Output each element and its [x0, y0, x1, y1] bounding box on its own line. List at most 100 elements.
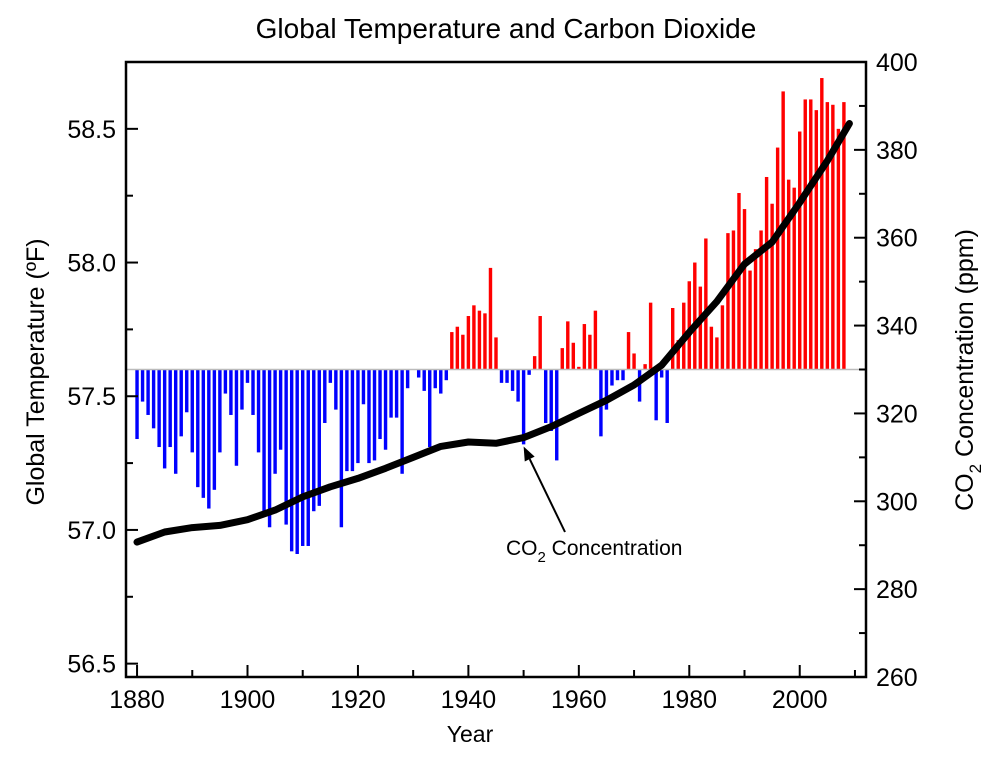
temperature-bar-1919 [350, 369, 355, 472]
temperature-bar-1962 [588, 334, 592, 370]
temperature-bar-2003 [814, 110, 819, 370]
temperature-bar-2000 [798, 131, 802, 370]
y-right-tick-label: 320 [876, 400, 918, 428]
temperature-bar-1903 [262, 369, 266, 512]
temperature-bar-1976 [665, 369, 669, 423]
temperature-bar-1926 [389, 369, 393, 418]
temperature-bar-1984 [709, 326, 714, 370]
temperature-bar-1998 [786, 179, 791, 370]
temperature-bar-1953 [538, 316, 542, 370]
x-tick-label: 1880 [109, 686, 165, 714]
temperature-bar-1900 [245, 369, 250, 383]
temperature-bar-1914 [323, 369, 327, 423]
temperature-bar-1977 [671, 308, 675, 370]
temperature-bar-1999 [792, 187, 796, 370]
temperature-bar-1909 [295, 369, 299, 554]
temperature-bar-1986 [720, 305, 725, 370]
temperature-bar-1966 [610, 369, 614, 386]
temperature-bar-1981 [693, 262, 697, 370]
x-axis-label: Year [447, 721, 494, 747]
temperature-bar-1881 [140, 369, 145, 402]
temperature-bar-2008 [842, 102, 846, 370]
temperature-bar-2007 [836, 128, 841, 370]
temperature-bar-1947 [505, 369, 509, 383]
temperature-bar-1928 [400, 369, 404, 474]
temperature-bar-1890 [190, 369, 194, 453]
temperature-bar-1978 [676, 340, 680, 370]
temperature-bar-1902 [256, 369, 261, 453]
temperature-bar-1961 [582, 324, 587, 370]
temperature-bar-1883 [151, 369, 156, 429]
temperature-bar-1943 [483, 313, 487, 370]
temperature-bar-1987 [726, 233, 730, 370]
temperature-bar-1970 [632, 353, 636, 370]
temperature-bar-2002 [809, 99, 813, 370]
co2-annotation: CO2 Concentration [506, 446, 682, 566]
x-axis: 1880 1900 1920 1940 1960 1980 2000 [109, 665, 856, 714]
temperature-bar-1892 [201, 369, 206, 498]
temperature-bar-1924 [378, 369, 382, 440]
y-left-tick-label: 56.5 [67, 651, 116, 679]
temperature-bar-1893 [207, 369, 211, 509]
temperature-bar-1910 [301, 369, 305, 546]
temperature-bar-1897 [229, 369, 233, 415]
chart-title: Global Temperature and Carbon Dioxide [256, 13, 757, 44]
x-tick-label: 1900 [220, 686, 276, 714]
temperature-bar-1942 [477, 310, 482, 370]
temperature-bar-1969 [626, 332, 631, 370]
y-left-tick-label: 58.0 [67, 250, 116, 278]
temperature-bar-1989 [737, 193, 741, 370]
temperature-bar-1898 [234, 369, 239, 466]
y-left-tick-label: 58.5 [67, 116, 116, 144]
temperature-bar-1988 [731, 230, 736, 370]
temperature-bar-1937 [450, 332, 454, 370]
y-right-tick-label: 400 [876, 49, 918, 77]
y-right-tick-label: 340 [876, 313, 918, 341]
temperature-bars [135, 78, 846, 554]
y-right-tick-label: 260 [876, 664, 918, 692]
temperature-bar-1907 [284, 369, 288, 525]
temperature-bar-1980 [687, 281, 691, 370]
temperature-bar-1938 [455, 326, 460, 370]
temperature-bar-1983 [704, 238, 708, 370]
temperature-bar-1886 [168, 369, 172, 448]
x-tick-label: 1940 [441, 686, 497, 714]
temperature-bar-1913 [317, 369, 321, 506]
temperature-bar-1954 [543, 369, 548, 423]
temperature-bar-2001 [803, 99, 807, 370]
temperature-bar-1993 [759, 230, 763, 370]
temperature-bar-1923 [372, 369, 377, 461]
temperature-bar-1957 [560, 348, 564, 370]
temperature-bar-1992 [753, 249, 758, 370]
temperature-bar-1946 [499, 369, 504, 383]
temperature-bar-1921 [361, 369, 366, 405]
temperature-bar-1911 [306, 369, 310, 546]
temperature-bar-1880 [135, 369, 139, 440]
temperature-bar-1991 [748, 270, 752, 370]
temperature-bar-1990 [742, 209, 747, 370]
y-axis-right-label: CO2 Concentration (ppm) [951, 229, 985, 511]
temperature-bar-1995 [770, 203, 774, 370]
temperature-bar-1945 [494, 337, 498, 370]
temperature-bar-1916 [334, 369, 338, 410]
temperature-bar-1920 [356, 369, 360, 464]
annotation-label: CO2 Concentration [506, 537, 682, 566]
temperature-bar-1888 [179, 369, 183, 437]
temperature-bar-1915 [328, 369, 333, 383]
temperature-bar-1951 [527, 369, 531, 375]
x-tick-label: 1980 [661, 686, 717, 714]
temperature-bar-1965 [604, 369, 609, 410]
temperature-bar-1948 [510, 369, 515, 391]
temperature-bar-1958 [566, 321, 570, 370]
temperature-bar-2005 [825, 102, 830, 370]
y-axis-right: 260 280 300 320 340 360 380 400 [854, 49, 918, 692]
temperature-bar-1982 [698, 286, 703, 370]
temperature-bar-1940 [466, 316, 471, 370]
temperature-bar-1887 [173, 369, 178, 474]
temperature-bar-1885 [162, 369, 167, 469]
temperature-bar-1949 [516, 369, 520, 402]
y-right-tick-label: 300 [876, 488, 918, 516]
temperature-bar-1917 [339, 369, 344, 528]
y-right-tick-label: 380 [876, 137, 918, 165]
